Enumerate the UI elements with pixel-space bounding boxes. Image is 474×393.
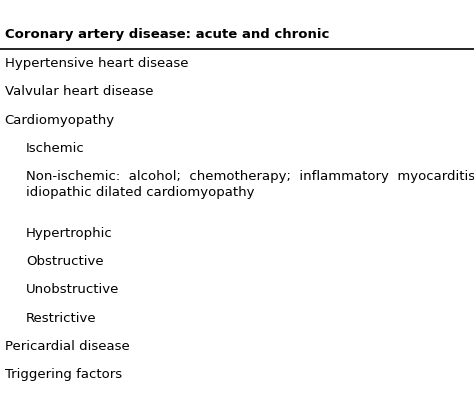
Text: Restrictive: Restrictive bbox=[26, 312, 97, 325]
Text: Valvular heart disease: Valvular heart disease bbox=[5, 85, 153, 98]
Text: Coronary artery disease: acute and chronic: Coronary artery disease: acute and chron… bbox=[5, 28, 329, 40]
Text: Hypertensive heart disease: Hypertensive heart disease bbox=[5, 57, 188, 70]
Text: Unobstructive: Unobstructive bbox=[26, 283, 119, 296]
Text: Pericardial disease: Pericardial disease bbox=[5, 340, 129, 353]
Text: Triggering factors: Triggering factors bbox=[5, 368, 122, 381]
Text: Hypertrophic: Hypertrophic bbox=[26, 227, 113, 240]
Text: Obstructive: Obstructive bbox=[26, 255, 104, 268]
Text: Ischemic: Ischemic bbox=[26, 142, 85, 155]
Text: Non-ischemic:  alcohol;  chemotherapy;  inflammatory  myocarditis;
idiopathic di: Non-ischemic: alcohol; chemotherapy; inf… bbox=[26, 170, 474, 199]
Text: Cardiomyopathy: Cardiomyopathy bbox=[5, 114, 115, 127]
